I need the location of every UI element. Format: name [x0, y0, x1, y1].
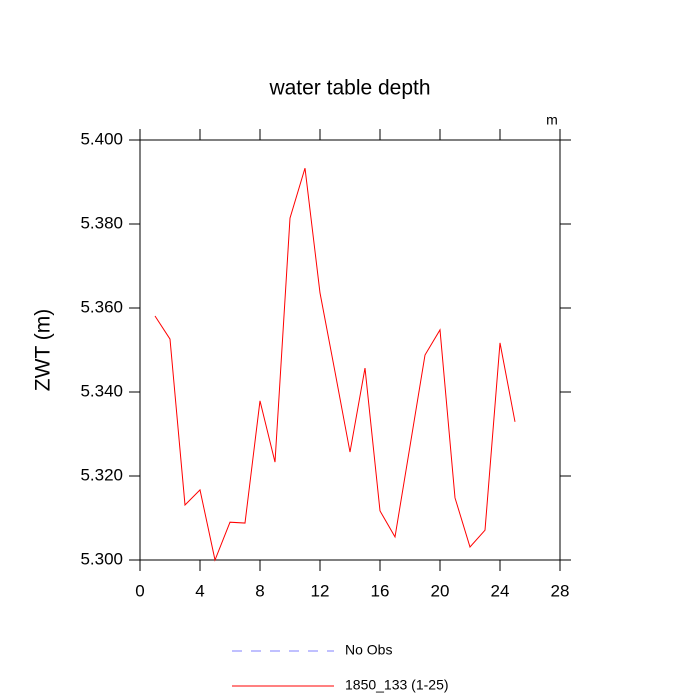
y-tick-label: 5.400	[80, 129, 123, 148]
y-tick-label: 5.320	[80, 465, 123, 484]
y-axis-label: ZWT (m)	[32, 309, 55, 391]
plot-frame	[139, 139, 561, 561]
x-tick-label: 4	[195, 581, 204, 600]
x-tick-label: 16	[371, 581, 390, 600]
y-tick-label: 5.340	[80, 381, 123, 400]
x-tick-label: 24	[491, 581, 510, 600]
legend-label: 1850_133 (1-25)	[345, 677, 449, 693]
y-tick-label: 5.380	[80, 213, 123, 232]
x-tick-label: 0	[135, 581, 144, 600]
y-tick-label: 5.360	[80, 297, 123, 316]
x-tick-label: 12	[311, 581, 330, 600]
x-tick-label: 20	[431, 581, 450, 600]
x-tick-label: 8	[255, 581, 264, 600]
data-line	[154, 167, 516, 562]
x-tick-label: 28	[551, 581, 570, 600]
chart-title: water table depth	[268, 77, 430, 100]
units-label: m	[546, 112, 558, 128]
legend-label: No Obs	[345, 642, 392, 658]
y-tick-label: 5.300	[80, 549, 123, 568]
